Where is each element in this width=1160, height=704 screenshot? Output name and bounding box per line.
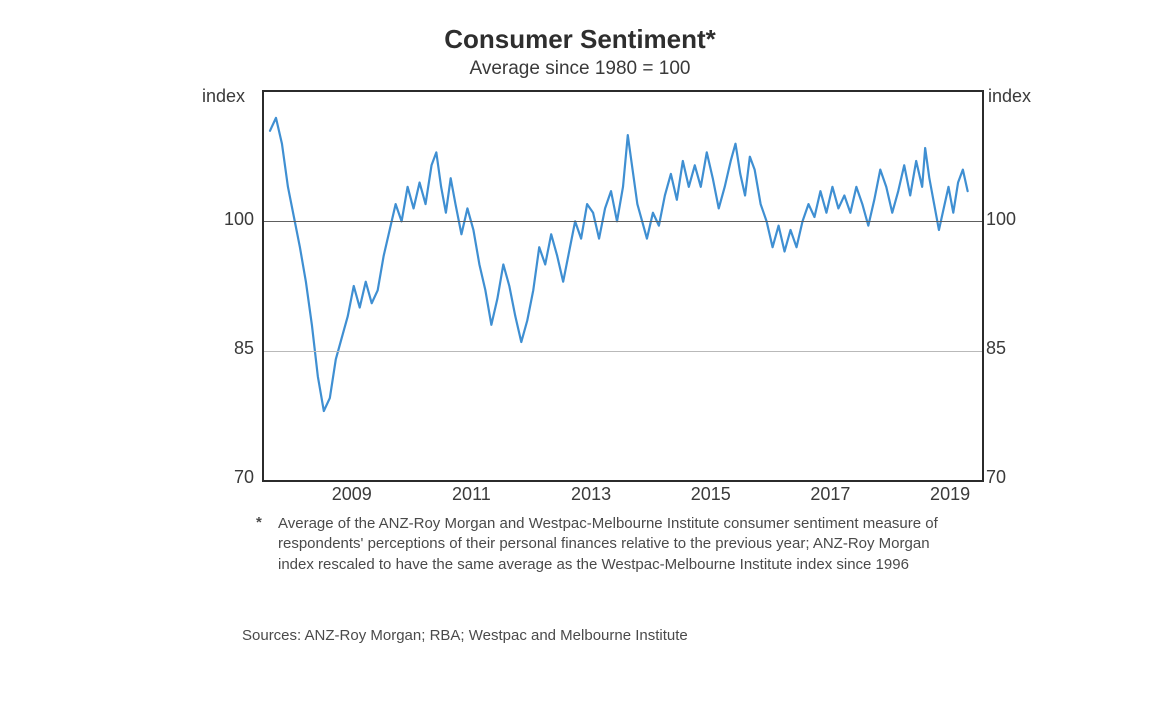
x-tick: 2019 [930,484,970,505]
x-tick: 2013 [571,484,611,505]
x-tick: 2015 [691,484,731,505]
line-series [264,92,982,480]
gridline [264,221,982,222]
chart-title: Consumer Sentiment* [0,24,1160,55]
x-tick: 2017 [810,484,850,505]
x-tick: 2011 [452,484,491,505]
x-tick: 2009 [332,484,372,505]
chart-container: Consumer Sentiment* Average since 1980 =… [0,0,1160,704]
y-tick-right: 70 [986,467,1006,488]
footnote-marker: * [256,514,262,531]
gridline [264,351,982,352]
sources-text: Sources: ANZ-Roy Morgan; RBA; Westpac an… [242,626,1000,646]
sentiment-line [270,118,968,411]
plot-area [262,90,984,482]
y-tick-right: 85 [986,338,1006,359]
y-tick-right: 100 [986,209,1016,230]
y-axis-label-right: index [988,86,1031,107]
footnote-text: Average of the ANZ-Roy Morgan and Westpa… [278,514,966,575]
y-tick-left: 85 [204,338,254,359]
y-axis-label-left: index [202,86,245,107]
chart-subtitle: Average since 1980 = 100 [0,58,1160,80]
y-tick-left: 100 [204,209,254,230]
y-tick-left: 70 [204,467,254,488]
